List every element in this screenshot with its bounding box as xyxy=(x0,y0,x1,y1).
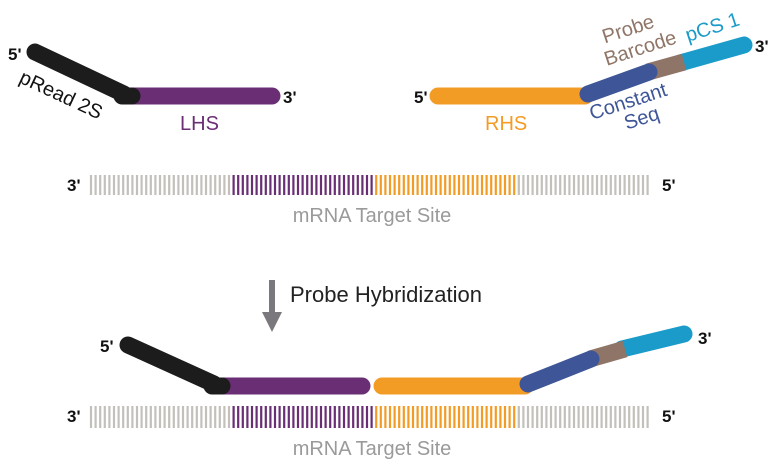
mrna-label: mRNA Target Site xyxy=(293,205,452,227)
three-prime-label: 3' xyxy=(283,88,297,107)
constant-seq-segment xyxy=(519,350,600,393)
mrna-three-prime: 3' xyxy=(67,407,81,426)
five-prime-label: 5' xyxy=(414,88,428,107)
arrow-down-icon xyxy=(262,280,282,332)
three-prime-label: 3' xyxy=(755,37,769,56)
pread2s-segment xyxy=(26,43,133,103)
step-label: Probe Hybridization xyxy=(290,282,482,307)
left-probe: 5' 3' pRead 2S LHS xyxy=(8,43,297,135)
pread2s-segment xyxy=(119,336,223,393)
mrna-five-prime: 5' xyxy=(662,407,676,426)
rhs-label: RHS xyxy=(485,113,527,135)
pcs1-segment xyxy=(671,36,753,72)
hybridized-probe: 5' 3' xyxy=(100,325,712,395)
three-prime-label: 3' xyxy=(698,329,712,348)
five-prime-label: 5' xyxy=(100,337,114,356)
mrna-target-top xyxy=(89,175,649,195)
mrna-label: mRNA Target Site xyxy=(293,438,452,460)
constant-seq-segment xyxy=(579,63,658,103)
right-probe: 5' 3' RHS Probe Barcode pCS 1 Constant S… xyxy=(414,9,769,135)
mrna-three-prime: 3' xyxy=(67,176,81,195)
lhs-label: LHS xyxy=(180,113,219,135)
pcs1-segment xyxy=(613,325,693,358)
mrna-target-bottom xyxy=(89,406,649,428)
mrna-five-prime: 5' xyxy=(662,176,676,195)
five-prime-label: 5' xyxy=(8,45,22,64)
